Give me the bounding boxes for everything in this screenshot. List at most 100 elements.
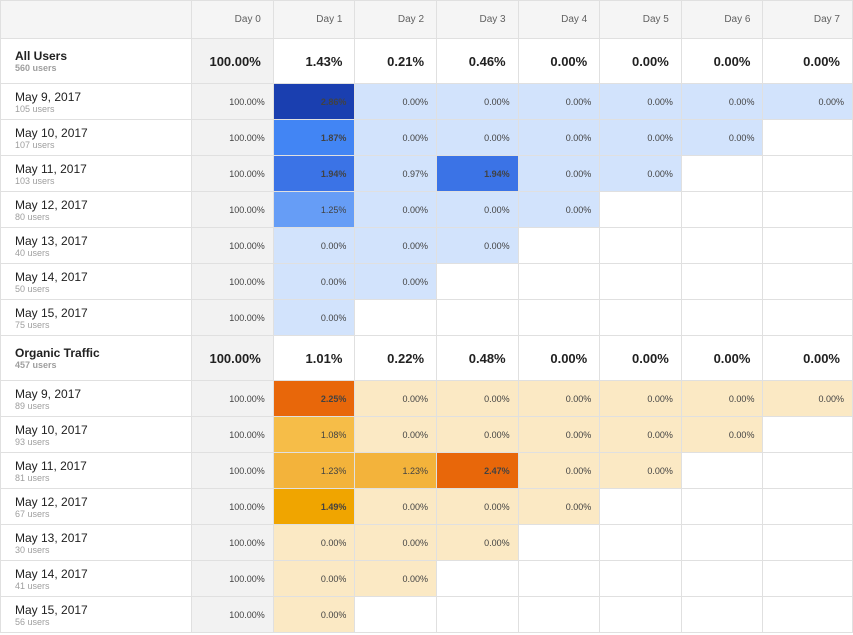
- segment-summary-row: Organic Traffic 457 users 100.00% 1.01% 0.22…: [0, 335, 853, 381]
- cohort-user-count: 80 users: [15, 211, 50, 222]
- retention-cell-day-5: 0.00%: [599, 452, 682, 489]
- retention-cell-day-6: [680, 596, 764, 633]
- retention-cell-day-5: [599, 488, 682, 525]
- column-header-day-7[interactable]: Day 7: [762, 0, 853, 39]
- segment-summary-day-2: 0.22%: [354, 335, 438, 381]
- column-header-day-4[interactable]: Day 4: [517, 0, 601, 39]
- cohort-row: May 14, 2017 41 users 100.00% 0.00% 0.00%: [0, 560, 853, 597]
- column-header-row: Day 0 Day 1 Day 2 Day 3 Day 4 Day 5 Day …: [0, 0, 853, 39]
- retention-cell-day-3: 0.00%: [436, 380, 519, 417]
- retention-cell-day-2: 0.00%: [354, 488, 438, 525]
- retention-cell-day-0: 100.00%: [191, 380, 274, 417]
- segment-name: All Users: [15, 48, 68, 63]
- cohort-user-count: 50 users: [15, 283, 50, 294]
- retention-cell-day-1: 0.00%: [272, 596, 356, 633]
- retention-cell-day-7: [762, 191, 853, 228]
- cohort-date: May 13, 2017: [15, 233, 88, 248]
- retention-cell-day-2: [354, 299, 438, 336]
- retention-cell-day-3: 0.00%: [436, 488, 519, 525]
- retention-cell-day-2: 0.00%: [354, 263, 438, 300]
- cohort-date-cell: May 10, 2017 107 users: [0, 119, 193, 156]
- column-header-day-0[interactable]: Day 0: [191, 0, 274, 39]
- retention-cell-day-0: 100.00%: [191, 155, 274, 192]
- column-header-day-5[interactable]: Day 5: [599, 0, 682, 39]
- retention-cell-day-1: 1.23%: [272, 452, 356, 489]
- retention-cell-day-0: 100.00%: [191, 191, 274, 228]
- cohort-row: May 11, 2017 81 users 100.00% 1.23% 1.23% 2.4…: [0, 452, 853, 489]
- cohort-date-cell: May 15, 2017 56 users: [0, 596, 193, 633]
- cohort-date-cell: May 9, 2017 89 users: [0, 380, 193, 417]
- retention-cell-day-3: [436, 596, 519, 633]
- cohort-date: May 14, 2017: [15, 269, 88, 284]
- retention-cell-day-0: 100.00%: [191, 227, 274, 264]
- segment-user-count: 457 users: [15, 359, 57, 370]
- header-corner-cell: [0, 0, 193, 39]
- retention-cell-day-6: [680, 191, 764, 228]
- cohort-date: May 9, 2017: [15, 386, 82, 401]
- segment-summary-day-7: 0.00%: [762, 335, 853, 381]
- segment-summary-day-3: 0.46%: [436, 38, 519, 84]
- retention-cell-day-2: 0.00%: [354, 560, 438, 597]
- retention-cell-day-1: 2.25%: [272, 380, 356, 417]
- retention-cell-day-7: [762, 560, 853, 597]
- retention-cell-day-7: [762, 596, 853, 633]
- cohort-row: May 13, 2017 30 users 100.00% 0.00% 0.00% 0.0…: [0, 524, 853, 561]
- retention-cell-day-3: 0.00%: [436, 191, 519, 228]
- retention-cell-day-2: 0.00%: [354, 119, 438, 156]
- retention-cell-day-3: 2.47%: [436, 452, 519, 489]
- cohort-date-cell: May 11, 2017 81 users: [0, 452, 193, 489]
- retention-cell-day-2: 0.00%: [354, 380, 438, 417]
- segment-summary-day-6: 0.00%: [680, 38, 764, 84]
- segment-summary-day-0: 100.00%: [191, 335, 274, 381]
- retention-cell-day-3: [436, 263, 519, 300]
- retention-cell-day-1: 0.00%: [272, 263, 356, 300]
- retention-cell-day-3: 0.00%: [436, 119, 519, 156]
- retention-cell-day-0: 100.00%: [191, 83, 274, 120]
- segment-summary-day-1: 1.43%: [272, 38, 356, 84]
- retention-cell-day-7: [762, 452, 853, 489]
- segment-summary-day-5: 0.00%: [599, 335, 682, 381]
- column-header-day-6[interactable]: Day 6: [680, 0, 764, 39]
- retention-cell-day-5: 0.00%: [599, 155, 682, 192]
- segment-label-cell: Organic Traffic 457 users: [0, 335, 193, 381]
- cohort-date-cell: May 12, 2017 80 users: [0, 191, 193, 228]
- retention-cell-day-6: 0.00%: [680, 119, 764, 156]
- cohort-date: May 15, 2017: [15, 305, 88, 320]
- retention-cell-day-2: 0.00%: [354, 227, 438, 264]
- retention-cell-day-3: 0.00%: [436, 227, 519, 264]
- retention-cell-day-5: [599, 263, 682, 300]
- retention-cell-day-0: 100.00%: [191, 119, 274, 156]
- segment-summary-day-7: 0.00%: [762, 38, 853, 84]
- retention-cell-day-4: 0.00%: [517, 488, 601, 525]
- retention-cell-day-5: 0.00%: [599, 416, 682, 453]
- cohort-row: May 10, 2017 107 users 100.00% 1.87% 0.00% 0.…: [0, 119, 853, 156]
- segment-summary-row: All Users 560 users 100.00% 1.43% 0.21% 0.46%…: [0, 38, 853, 84]
- cohort-user-count: 89 users: [15, 400, 50, 411]
- cohort-row: May 9, 2017 105 users 100.00% 2.86% 0.00% 0.0…: [0, 83, 853, 120]
- cohort-date-cell: May 14, 2017 41 users: [0, 560, 193, 597]
- retention-cell-day-1: 1.25%: [272, 191, 356, 228]
- retention-cell-day-4: [517, 263, 601, 300]
- retention-cell-day-6: [680, 227, 764, 264]
- retention-cell-day-0: 100.00%: [191, 488, 274, 525]
- column-header-day-1[interactable]: Day 1: [272, 0, 356, 39]
- retention-cell-day-3: 0.00%: [436, 524, 519, 561]
- retention-cell-day-5: [599, 524, 682, 561]
- retention-cell-day-7: [762, 227, 853, 264]
- cohort-date: May 10, 2017: [15, 125, 88, 140]
- retention-cell-day-5: 0.00%: [599, 380, 682, 417]
- retention-cell-day-7: 0.00%: [762, 83, 853, 120]
- retention-cell-day-3: [436, 299, 519, 336]
- cohort-user-count: 56 users: [15, 616, 50, 627]
- retention-cell-day-6: [680, 263, 764, 300]
- retention-cell-day-1: 1.94%: [272, 155, 356, 192]
- column-header-day-3[interactable]: Day 3: [436, 0, 519, 39]
- retention-cell-day-5: [599, 596, 682, 633]
- retention-cell-day-7: [762, 119, 853, 156]
- retention-cell-day-4: [517, 524, 601, 561]
- cohort-user-count: 75 users: [15, 319, 50, 330]
- retention-cell-day-4: 0.00%: [517, 155, 601, 192]
- column-header-day-2[interactable]: Day 2: [354, 0, 438, 39]
- retention-cell-day-6: [680, 524, 764, 561]
- retention-cell-day-0: 100.00%: [191, 452, 274, 489]
